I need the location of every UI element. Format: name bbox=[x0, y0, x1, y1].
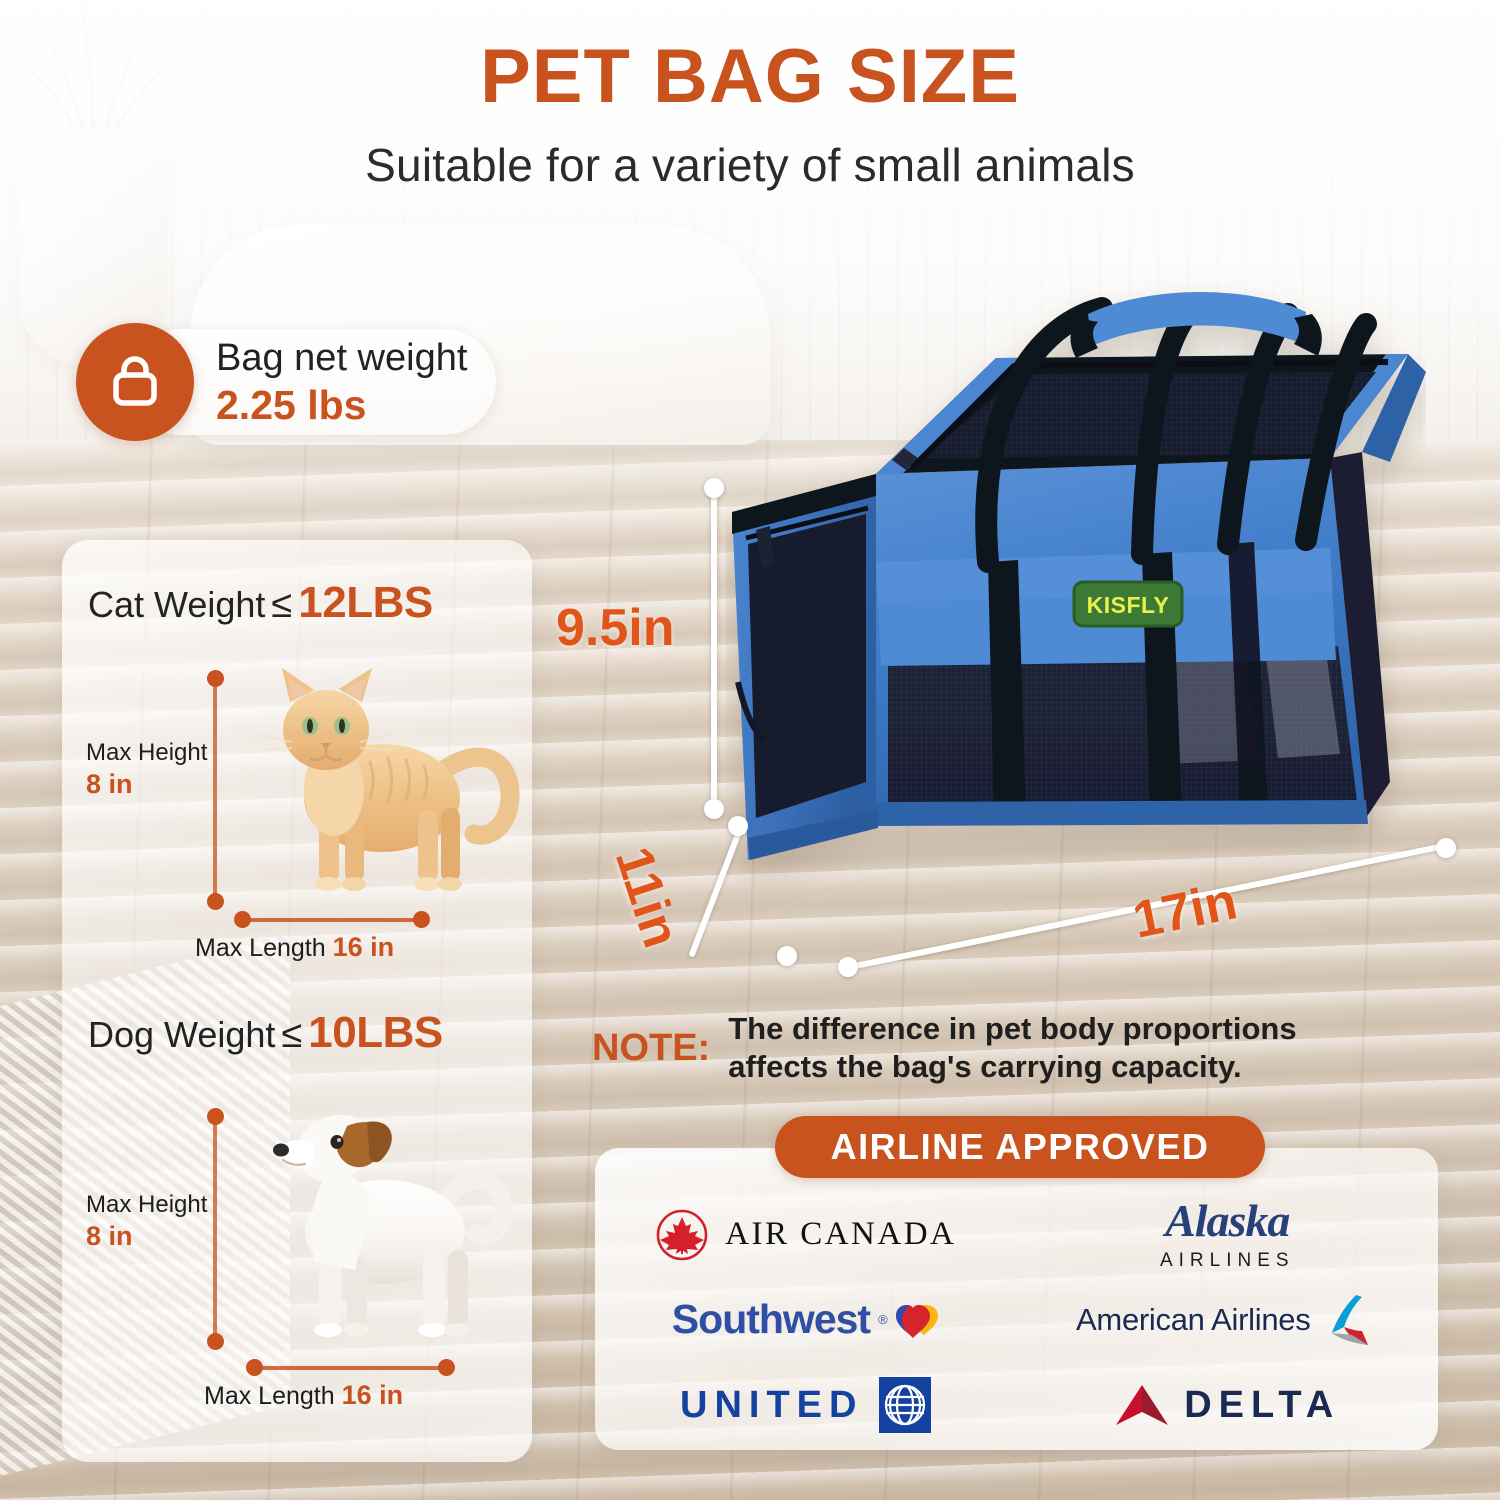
american-eagle-icon bbox=[1332, 1294, 1369, 1345]
height-callout-dot-top bbox=[704, 478, 724, 498]
dog-height-value: 8 in bbox=[86, 1221, 133, 1251]
dog-height-label-text: Max Height bbox=[86, 1191, 208, 1218]
width-callout-dot-right bbox=[1436, 838, 1456, 858]
cat-length-line bbox=[243, 918, 416, 922]
handbag-icon bbox=[76, 323, 194, 441]
net-weight-text: Bag net weight 2.25 lbs bbox=[216, 337, 467, 429]
dog-photo bbox=[273, 1114, 513, 1337]
width-callout-dot-left bbox=[838, 957, 858, 977]
pet-carrier-product-photo: KISFLY bbox=[732, 291, 1426, 860]
united-globe-icon bbox=[879, 1377, 932, 1434]
dog-height-dot-bottom bbox=[207, 1333, 224, 1350]
net-weight-label: Bag net weight bbox=[216, 337, 468, 379]
cat-size-block: Cat Weight ≤12LBS bbox=[62, 578, 532, 998]
dog-height-line bbox=[213, 1116, 217, 1340]
note-line-2: affects the bag's carrying capacity. bbox=[728, 1049, 1242, 1085]
cat-height-value: 8 in bbox=[86, 769, 133, 799]
dog-length-line bbox=[255, 1366, 441, 1370]
svg-text:KISFLY: KISFLY bbox=[1087, 592, 1170, 618]
airline-approved-badge-label: AIRLINE APPROVED bbox=[830, 1126, 1210, 1167]
airline-approved-panel: AIRLINE APPROVED AIR CANADA Alaska bbox=[595, 1116, 1438, 1450]
delta-label: DELTA bbox=[1184, 1383, 1341, 1426]
height-callout-line bbox=[711, 488, 717, 808]
depth-callout-dot-bottom bbox=[777, 946, 797, 966]
airline-logo-delta: DELTA bbox=[1017, 1363, 1439, 1448]
cat-height-dot-bottom bbox=[207, 893, 224, 910]
page-title: PET BAG SIZE bbox=[480, 34, 1020, 119]
air-canada-label: AIR CANADA bbox=[725, 1216, 957, 1253]
pet-size-card: Cat Weight ≤12LBS bbox=[62, 540, 532, 1462]
cat-height-line bbox=[213, 678, 217, 900]
dog-size-block: Dog Weight ≤10LBS bbox=[62, 1008, 532, 1448]
cat-max-height-label: Max Height 8 in bbox=[86, 738, 207, 802]
united-label: UNITED bbox=[680, 1383, 864, 1426]
cat-operator: ≤ bbox=[271, 584, 293, 626]
southwest-heart-icon bbox=[895, 1304, 938, 1338]
cat-length-value: 16 in bbox=[332, 932, 395, 962]
airline-logo-southwest: Southwest ® bbox=[595, 1277, 1017, 1362]
header: PET BAG SIZE Suitable for a variety of s… bbox=[0, 38, 1500, 192]
dog-max-height-label: Max Height 8 in bbox=[86, 1190, 207, 1254]
brand-patch: KISFLY bbox=[1072, 580, 1184, 628]
dog-length-value: 16 in bbox=[341, 1380, 404, 1410]
note-key: NOTE: bbox=[592, 1026, 711, 1069]
dog-operator: ≤ bbox=[281, 1014, 303, 1056]
note-body: The difference in pet body proportions a… bbox=[728, 1010, 1296, 1087]
airline-logo-air-canada: AIR CANADA bbox=[595, 1192, 1017, 1277]
dog-length-dot-right bbox=[438, 1359, 455, 1376]
delta-widget-icon bbox=[1116, 1385, 1169, 1426]
airline-logo-united: UNITED bbox=[595, 1363, 1017, 1448]
dog-weight-limit: 10LBS bbox=[308, 1008, 443, 1057]
southwest-registered-mark: ® bbox=[878, 1312, 888, 1328]
net-weight-value: 2.25 lbs bbox=[216, 381, 367, 428]
height-dimension-label: 9.5in bbox=[556, 599, 675, 657]
airline-logo-american: American Airlines bbox=[1017, 1277, 1439, 1362]
dog-length-label-text: Max Length bbox=[204, 1382, 335, 1410]
dog-max-length-label: Max Length 16 in bbox=[204, 1380, 403, 1411]
air-canada-maple-leaf-icon bbox=[656, 1209, 708, 1260]
note-row: NOTE: The difference in pet body proport… bbox=[592, 1010, 1422, 1087]
depth-callout-dot-top bbox=[728, 816, 748, 836]
bag-net-weight-badge: Bag net weight 2.25 lbs bbox=[76, 323, 496, 441]
american-label: American Airlines bbox=[1076, 1301, 1311, 1337]
page-subtitle: Suitable for a variety of small animals bbox=[365, 138, 1135, 191]
height-callout-dot-bottom bbox=[704, 799, 724, 819]
dog-length-dot-left bbox=[246, 1359, 263, 1376]
southwest-label: Southwest bbox=[671, 1296, 871, 1343]
cat-height-label-text: Max Height bbox=[86, 739, 208, 766]
airline-logo-grid: AIR CANADA Alaska AIRLINES Southwest ® bbox=[595, 1192, 1438, 1448]
cat-length-label-text: Max Length bbox=[195, 934, 326, 962]
cat-max-length-label: Max Length 16 in bbox=[195, 932, 394, 963]
alaska-label: Alaska bbox=[1165, 1194, 1290, 1246]
dog-weight-label: Dog Weight bbox=[88, 1014, 276, 1055]
dog-weight-heading: Dog Weight ≤10LBS bbox=[88, 1008, 518, 1058]
cat-length-dot-right bbox=[413, 911, 430, 928]
cat-photo bbox=[257, 668, 520, 891]
note-line-1: The difference in pet body proportions bbox=[728, 1011, 1297, 1046]
airline-logo-alaska: Alaska AIRLINES bbox=[1017, 1192, 1439, 1277]
airline-approved-badge: AIRLINE APPROVED bbox=[775, 1116, 1265, 1178]
alaska-sublabel: AIRLINES bbox=[1159, 1249, 1295, 1271]
cat-weight-heading: Cat Weight ≤12LBS bbox=[88, 578, 518, 628]
cat-length-dot-left bbox=[234, 911, 251, 928]
cat-weight-limit: 12LBS bbox=[298, 578, 433, 627]
cat-weight-label: Cat Weight bbox=[88, 584, 266, 625]
